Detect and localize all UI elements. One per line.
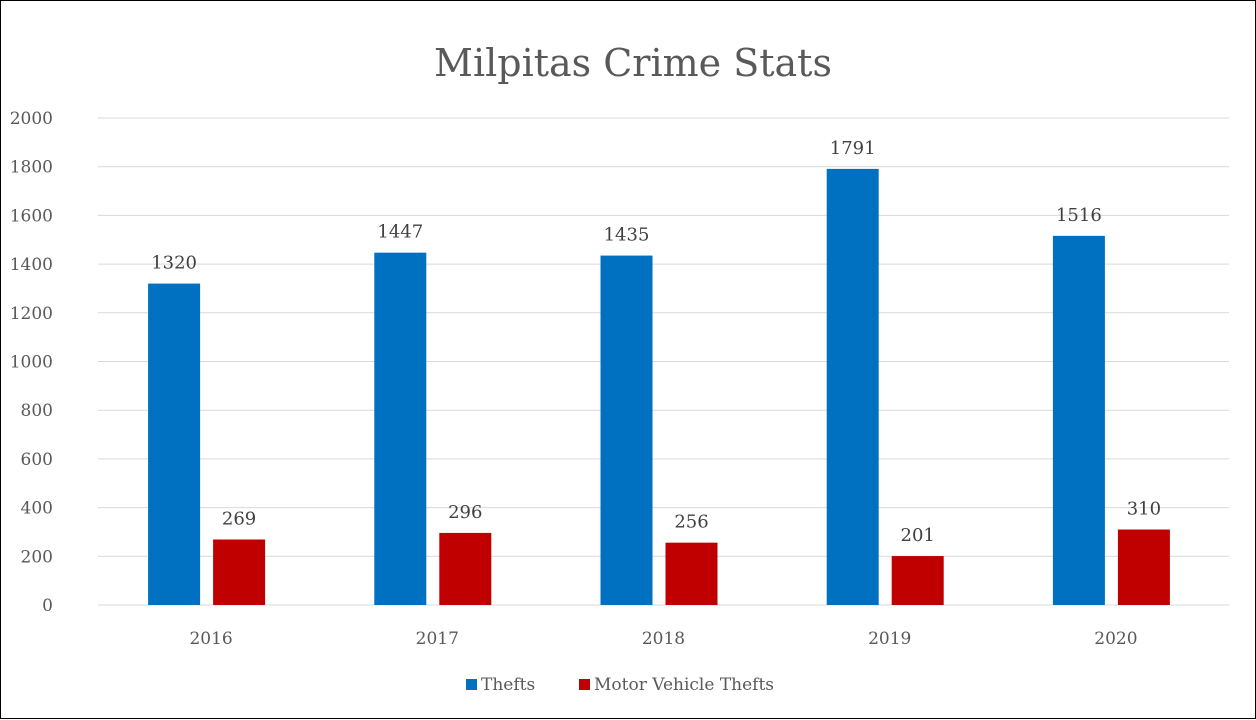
bar-thefts-2018 — [600, 255, 653, 605]
bars — [148, 168, 1170, 606]
x-tick-label: 2018 — [642, 629, 685, 649]
y-tick-label: 2000 — [10, 109, 53, 129]
y-tick-label: 400 — [21, 499, 53, 519]
data-label: 1435 — [604, 225, 650, 246]
data-label: 201 — [901, 525, 935, 546]
data-label: 1320 — [151, 253, 197, 274]
gridlines — [98, 117, 1229, 606]
bar-thefts-2020 — [1052, 235, 1105, 605]
y-tick-label: 1200 — [10, 304, 53, 324]
data-labels: 1320 269 1447 296 1435 256 1791 201 1516 310 — [151, 138, 1161, 546]
x-tick-label: 2017 — [416, 629, 459, 649]
legend-swatch — [466, 679, 477, 690]
x-tick-label: 2020 — [1094, 629, 1137, 649]
data-label: 1516 — [1056, 205, 1102, 226]
y-tick-label: 1000 — [10, 353, 53, 373]
legend: Thefts Motor Vehicle Thefts — [466, 675, 774, 695]
bar-motor-vehicle-thefts-2019 — [891, 556, 944, 605]
bar-motor-vehicle-thefts-2016 — [213, 539, 266, 605]
data-label: 269 — [222, 508, 256, 529]
x-tick-label: 2016 — [189, 629, 232, 649]
data-label: 296 — [448, 502, 482, 523]
y-tick-label: 1800 — [10, 158, 53, 178]
data-label: 1447 — [377, 222, 423, 243]
y-tick-label: 0 — [42, 596, 53, 616]
data-label: 310 — [1127, 499, 1161, 520]
y-tick-label: 600 — [21, 450, 53, 470]
legend-swatch — [579, 679, 590, 690]
y-tick-label: 200 — [21, 547, 53, 567]
y-tick-label: 800 — [21, 401, 53, 421]
bar-thefts-2016 — [148, 283, 201, 605]
x-tick-label: 2019 — [868, 629, 911, 649]
y-tick-label: 1400 — [10, 255, 53, 275]
data-label: 256 — [674, 512, 708, 533]
bar-motor-vehicle-thefts-2018 — [665, 542, 718, 605]
y-tick-label: 1600 — [10, 206, 53, 226]
chart-title: Milpitas Crime Stats — [434, 41, 832, 85]
bar-motor-vehicle-thefts-2020 — [1117, 529, 1170, 605]
bar-thefts-2017 — [374, 252, 427, 605]
bar-thefts-2019 — [826, 168, 879, 606]
legend-label: Thefts — [481, 675, 535, 695]
bar-motor-vehicle-thefts-2017 — [439, 532, 492, 605]
data-label: 1791 — [830, 138, 876, 159]
y-axis-ticks: 0 200 400 600 800 1000 1200 1400 1600 1800 2000 — [10, 109, 53, 616]
x-axis-ticks: 2016 2017 2018 2019 2020 — [189, 629, 1137, 649]
legend-label: Motor Vehicle Thefts — [594, 675, 774, 695]
